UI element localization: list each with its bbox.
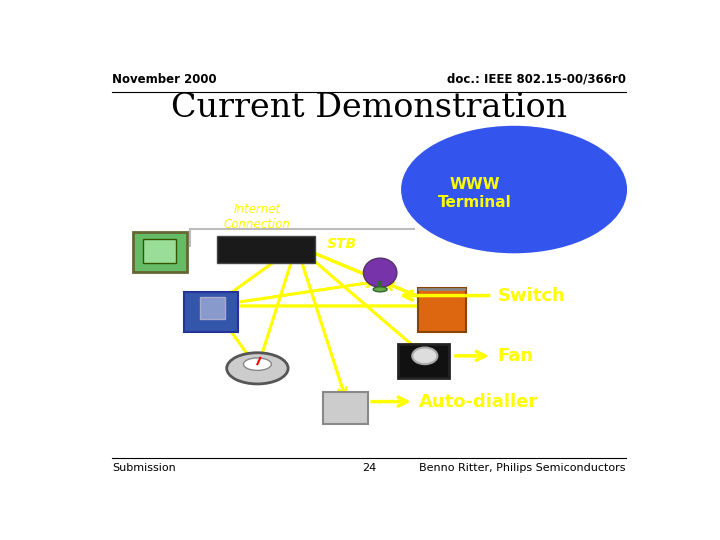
- Text: STB: STB: [327, 238, 357, 252]
- Ellipse shape: [413, 348, 437, 364]
- FancyBboxPatch shape: [323, 392, 368, 424]
- Text: Current Demonstration: Current Demonstration: [171, 92, 567, 124]
- Ellipse shape: [364, 258, 397, 287]
- Text: WWW
Terminal: WWW Terminal: [438, 177, 512, 211]
- Text: 24: 24: [362, 463, 376, 473]
- Ellipse shape: [227, 353, 288, 384]
- Text: November 2000: November 2000: [112, 73, 217, 86]
- FancyBboxPatch shape: [418, 288, 466, 332]
- Text: Fan: Fan: [498, 347, 534, 365]
- FancyBboxPatch shape: [184, 292, 238, 332]
- Text: Auto-dialler: Auto-dialler: [419, 393, 539, 410]
- Text: Internet
Connection: Internet Connection: [224, 202, 291, 231]
- Ellipse shape: [243, 358, 271, 370]
- FancyBboxPatch shape: [133, 232, 186, 272]
- Text: Submission: Submission: [112, 463, 176, 473]
- Text: Switch: Switch: [498, 287, 565, 305]
- FancyBboxPatch shape: [200, 297, 225, 319]
- Text: Benno Ritter, Philips Semiconductors: Benno Ritter, Philips Semiconductors: [419, 463, 626, 473]
- FancyBboxPatch shape: [217, 236, 315, 263]
- Ellipse shape: [373, 287, 387, 292]
- Text: doc.: IEEE 802.15-00/366r0: doc.: IEEE 802.15-00/366r0: [446, 73, 626, 86]
- FancyBboxPatch shape: [143, 239, 176, 263]
- Ellipse shape: [402, 127, 626, 252]
- FancyBboxPatch shape: [398, 344, 449, 378]
